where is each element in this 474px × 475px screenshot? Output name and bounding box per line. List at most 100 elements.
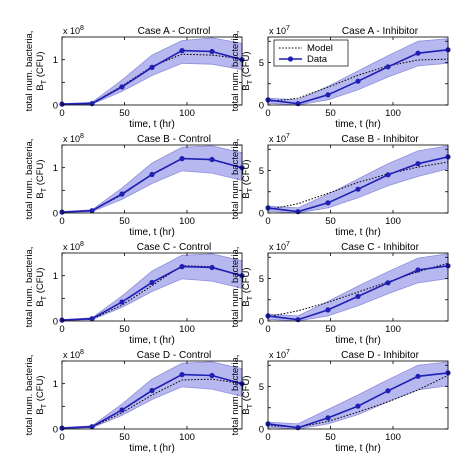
x-tick-label: 0 [59,216,64,227]
x-tick-label: 50 [325,432,336,443]
x-axis-label: time, t (hr) [335,227,381,238]
x-tick-label: 100 [179,216,195,227]
y-axis-label: total num. bacteria, [24,31,35,112]
x-tick-label: 50 [119,108,130,119]
confidence-band [61,37,243,105]
x-tick-label: 0 [265,324,270,335]
data-point [385,172,391,178]
x-tick-label: 50 [119,216,130,227]
x-axis-label: time, t (hr) [335,119,381,130]
model-line [267,58,449,103]
x-tick-label: 50 [325,324,336,335]
y-exponent-label: x 108 [63,25,84,36]
axes-box [61,144,243,214]
legend-box [273,39,349,67]
y-tick-label: 0 [53,100,58,111]
data-point [179,156,185,162]
x-axis-label: time, t (hr) [335,443,381,454]
data-point [119,191,125,197]
axes-box [61,36,243,106]
data-point [149,279,155,286]
subplot-title: Case A - Control [138,26,211,37]
y-tick-label: 0 [259,316,264,327]
y-tick-label: 0 [259,424,264,435]
x-tick-label: 0 [265,432,270,443]
data-point [149,387,155,394]
y-axis-label-units: BT (CFU) [241,51,254,90]
confidence-band [61,253,243,321]
data-point [89,424,95,430]
data-point [295,101,301,107]
data-point [209,372,215,379]
data-point [385,64,391,70]
data-point [415,267,421,273]
x-tick-label: 50 [325,108,336,119]
y-tick-label: 1 [53,271,58,282]
y-axis-label-units: BT (CFU) [241,267,254,306]
subplot-title: Case C - Inhibitor [341,242,419,253]
axes-box [267,36,449,106]
y-tick-label: 1 [53,163,58,174]
x-tick-label: 100 [179,324,195,335]
x-axis-label: time, t (hr) [129,335,175,346]
y-tick-label: 0 [53,208,58,219]
y-axis-label-units: BT (CFU) [35,51,48,90]
data-point [295,425,301,431]
axes-box [267,360,449,430]
legend-label-data: Data [307,54,328,65]
subplot-title: Case B - Control [137,134,211,145]
y-axis-label-units: BT (CFU) [241,375,254,414]
x-tick-label: 50 [325,216,336,227]
x-tick-label: 0 [59,324,64,335]
y-axis-label: total num. bacteria, [230,31,241,112]
data-point [179,372,185,378]
data-point [209,264,215,271]
x-tick-label: 100 [385,324,401,335]
y-tick-label: 5 [259,382,264,393]
x-tick-label: 50 [119,432,130,443]
y-exponent-label: x 107 [269,241,290,252]
subplot-title: Case B - Inhibitor [341,134,419,145]
x-axis-label: time, t (hr) [129,119,175,130]
y-tick-label: 5 [259,58,264,69]
data-point [119,84,125,90]
data-point [295,209,301,215]
data-point [119,407,125,413]
y-exponent-label: x 108 [63,241,84,252]
y-axis-label: total num. bacteria, [24,247,35,328]
data-point [149,171,155,178]
y-tick-label: 0 [259,208,264,219]
subplot-3: 0 50 100 0 1 x 108 Case B - Control time, t (hr… [24,133,245,238]
x-axis-label: time, t (hr) [129,227,175,238]
y-axis-label-units: BT (CFU) [35,267,48,306]
x-tick-label: 100 [179,108,195,119]
y-tick-label: 5 [259,166,264,177]
y-exponent-label: x 108 [63,349,84,360]
model-line [267,161,449,211]
y-axis-label: total num. bacteria, [24,355,35,436]
subplot-4: 0 50 100 0 5 x 107 Case B - Inhibitor time, t (… [230,133,451,238]
confidence-band [267,253,449,322]
subplot-6: 0 50 100 0 5 x 107 Case C - Inhibitor time, t (… [230,241,451,346]
data-point [355,78,361,84]
confidence-band [61,361,243,429]
data-point [355,403,361,409]
data-point [355,293,361,299]
subplot-7: 0 50 100 0 1 x 108 Case D - Control time, t (hr… [24,349,245,454]
data-point [325,200,331,206]
x-tick-label: 0 [59,108,64,119]
data-point [325,92,331,98]
x-tick-label: 0 [59,432,64,443]
y-exponent-label: x 107 [269,25,290,36]
axes-box [61,360,243,430]
y-axis-label: total num. bacteria, [230,355,241,436]
data-point [325,307,331,313]
axes-box [267,144,449,214]
y-axis-label-units: BT (CFU) [241,159,254,198]
data-point [119,299,125,305]
y-axis-label: total num. bacteria, [230,139,241,220]
data-point [89,316,95,322]
x-tick-label: 100 [385,432,401,443]
data-point [355,186,361,192]
